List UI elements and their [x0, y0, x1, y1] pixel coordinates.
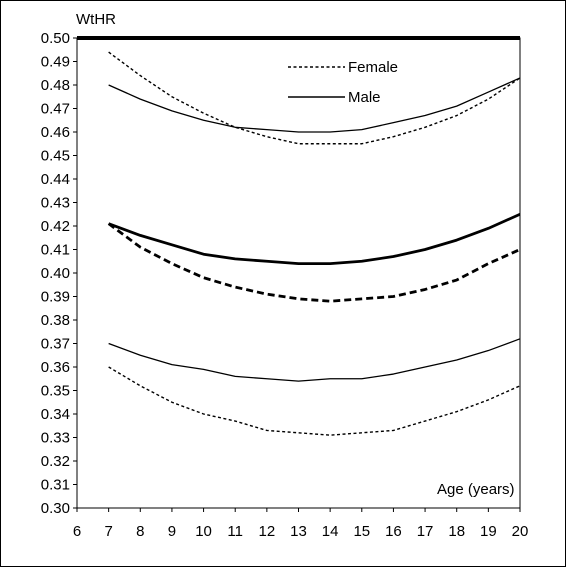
x-tick-label: 17: [417, 523, 434, 540]
y-tick-label: 0.48: [41, 77, 70, 94]
y-tick-label: 0.43: [41, 195, 70, 212]
y-tick-label: 0.33: [41, 430, 70, 447]
y-tick-label: 0.37: [41, 336, 70, 353]
y-tick-label: 0.30: [41, 500, 70, 517]
y-tick-label: 0.31: [41, 477, 70, 494]
x-tick-label: 11: [227, 523, 243, 540]
series-line-female-0: [108, 51, 521, 145]
x-tick-label: 7: [104, 523, 112, 540]
x-tick-label: 13: [290, 523, 307, 540]
y-tick-label: 0.42: [41, 218, 70, 235]
y-tick-label: 0.49: [41, 54, 70, 71]
x-tick-label: 6: [73, 523, 81, 540]
x-tick-label: 12: [259, 523, 276, 540]
y-tick-label: 0.46: [41, 124, 70, 141]
y-tick-label: 0.34: [41, 406, 70, 423]
y-tick-label: 0.44: [41, 171, 70, 188]
y-tick-label: 0.41: [41, 242, 70, 259]
y-tick-label: 0.39: [41, 289, 70, 306]
x-tick-label: 18: [448, 523, 465, 540]
y-tick-label: 0.32: [41, 453, 70, 470]
series-layer: [77, 36, 521, 436]
series-line-female-3: [107, 222, 521, 303]
y-tick-label: 0.50: [41, 30, 70, 47]
x-tick-label: 19: [480, 523, 497, 540]
series-line-male-2: [108, 212, 521, 266]
x-tick-label: 20: [512, 523, 529, 540]
y-tick-label: 0.38: [41, 312, 70, 329]
y-tick-label: 0.47: [41, 101, 70, 118]
x-tick-label: 15: [353, 523, 370, 540]
x-tick-label: 8: [136, 523, 144, 540]
legend-label-female: Female: [348, 59, 398, 76]
x-tick-label: 9: [168, 523, 176, 540]
series-line-male-4: [108, 338, 521, 382]
y-tick-label: 0.45: [41, 148, 70, 165]
x-axis: 6 7 8 9 10 11 12 13 14 15 16 17 18 19 20: [73, 508, 529, 540]
x-axis-title: Age (years): [437, 481, 515, 498]
legend-label-male: Male: [348, 89, 381, 106]
y-axis: 0.30 0.31 0.32 0.33 0.34 0.35 0.36 0.37 0.38 0.39…: [41, 30, 77, 517]
y-axis-title: WtHR: [76, 11, 116, 28]
x-tick-label: 14: [322, 523, 339, 540]
y-tick-label: 0.40: [41, 265, 70, 282]
x-tick-label: 10: [195, 523, 212, 540]
x-tick-label: 16: [385, 523, 402, 540]
series-line-female-5: [108, 366, 521, 436]
legend: Female Male: [288, 59, 398, 106]
series-line-male-1: [108, 77, 521, 133]
y-tick-label: 0.36: [41, 359, 70, 376]
y-tick-label: 0.35: [41, 383, 70, 400]
